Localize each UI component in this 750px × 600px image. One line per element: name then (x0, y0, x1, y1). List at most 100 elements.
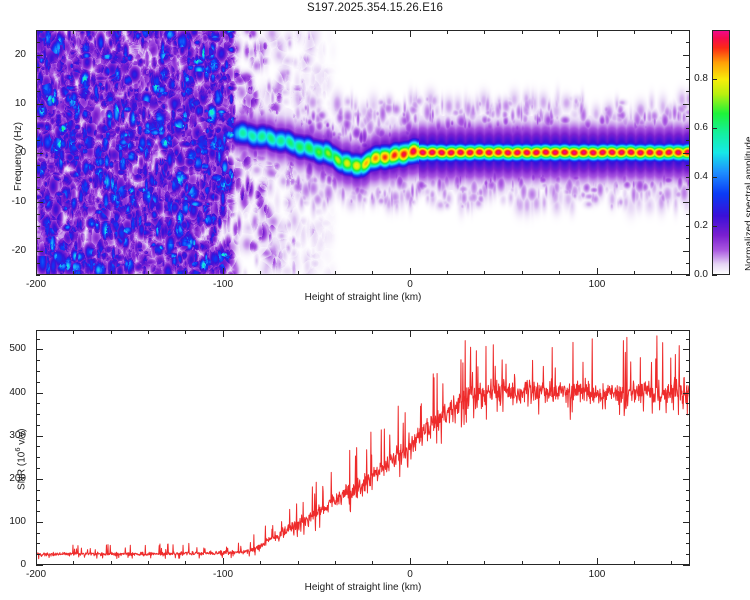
axis-tick (686, 116, 690, 117)
x-tick-label: -100 (212, 569, 233, 580)
axis-tick (559, 561, 560, 565)
colorbar-tick-label: 0.0 (694, 269, 708, 280)
axis-tick (36, 268, 37, 275)
axis-tick (223, 558, 224, 565)
snr-x-axis-label: Height of straight line (km) (304, 582, 422, 593)
axis-tick (447, 271, 448, 275)
y-tick-label: 0 (20, 559, 26, 570)
axis-tick (447, 30, 448, 34)
axis-tick (683, 393, 690, 394)
axis-tick (335, 330, 336, 334)
axis-tick (671, 30, 672, 34)
axis-tick (671, 561, 672, 565)
axis-tick (683, 479, 690, 480)
axis-tick (522, 561, 523, 565)
axis-tick (683, 349, 690, 350)
colorbar-gradient (712, 30, 730, 275)
axis-tick (634, 30, 635, 34)
axis-tick (484, 30, 485, 34)
axis-tick (683, 104, 690, 105)
axis-tick (683, 522, 690, 523)
y-tick-label: 500 (9, 343, 26, 354)
axis-tick (260, 561, 261, 565)
axis-tick (597, 330, 598, 337)
axis-tick (298, 561, 299, 565)
snr-trace (36, 330, 690, 565)
axis-tick (36, 543, 40, 544)
axis-tick (36, 226, 40, 227)
axis-tick (686, 128, 690, 129)
axis-tick (410, 30, 411, 37)
x-tick-label: 0 (407, 569, 413, 580)
axis-tick (559, 271, 560, 275)
axis-tick (335, 561, 336, 565)
axis-tick (36, 153, 43, 154)
axis-tick (686, 382, 690, 383)
axis-tick (36, 425, 40, 426)
axis-tick (73, 30, 74, 34)
axis-tick (686, 165, 690, 166)
y-tick-label: 0 (20, 147, 26, 158)
axis-tick (36, 189, 40, 190)
colorbar-label: Normalized spectral amplitude (744, 136, 750, 271)
axis-tick (686, 30, 690, 31)
axis-tick (686, 360, 690, 361)
axis-tick (111, 30, 112, 34)
axis-tick (36, 339, 40, 340)
axis-tick (36, 140, 40, 141)
axis-tick (522, 330, 523, 334)
axis-tick (447, 561, 448, 565)
axis-tick (686, 490, 690, 491)
axis-tick (686, 79, 690, 80)
y-tick-label: -20 (11, 245, 26, 256)
axis-tick (36, 382, 40, 383)
axis-tick (671, 330, 672, 334)
axis-tick (484, 330, 485, 334)
colorbar-tick-label: 0.8 (694, 73, 708, 84)
axis-tick (686, 67, 690, 68)
axis-tick (36, 360, 40, 361)
axis-tick (36, 91, 40, 92)
axis-tick (683, 565, 690, 566)
x-tick-label: -200 (25, 279, 46, 290)
axis-tick (36, 202, 43, 203)
axis-tick (36, 371, 40, 372)
spectrogram-x-axis-label: Height of straight line (km) (304, 292, 422, 303)
snr-units-exponent: 6 (13, 446, 22, 452)
axis-tick (410, 268, 411, 275)
x-tick-label: -200 (25, 569, 46, 580)
x-tick-label: 100 (588, 279, 606, 290)
axis-tick (223, 268, 224, 275)
axis-tick (597, 30, 598, 37)
page-title: S197.2025.354.15.26.E16 (307, 2, 443, 14)
axis-tick (36, 104, 43, 105)
axis-tick (36, 403, 40, 404)
axis-tick (298, 330, 299, 334)
axis-tick (111, 561, 112, 565)
axis-tick (36, 457, 40, 458)
axis-tick (522, 30, 523, 34)
colorbar-tick (712, 79, 717, 80)
axis-tick (686, 554, 690, 555)
axis-tick (686, 339, 690, 340)
axis-tick (686, 371, 690, 372)
axis-tick (686, 226, 690, 227)
y-tick-label: -10 (11, 196, 26, 207)
axis-tick (634, 561, 635, 565)
axis-tick (223, 30, 224, 37)
axis-tick (372, 30, 373, 34)
axis-tick (683, 55, 690, 56)
snr-axes-frame (36, 330, 690, 565)
axis-tick (36, 565, 43, 566)
axis-tick (36, 500, 40, 501)
colorbar-tick (712, 226, 717, 227)
axis-tick (185, 330, 186, 334)
axis-tick (73, 561, 74, 565)
axis-tick (36, 251, 43, 252)
axis-tick (372, 271, 373, 275)
axis-tick (111, 330, 112, 334)
axis-tick (36, 165, 40, 166)
axis-tick (686, 189, 690, 190)
axis-tick (36, 128, 40, 129)
axis-tick (559, 330, 560, 334)
